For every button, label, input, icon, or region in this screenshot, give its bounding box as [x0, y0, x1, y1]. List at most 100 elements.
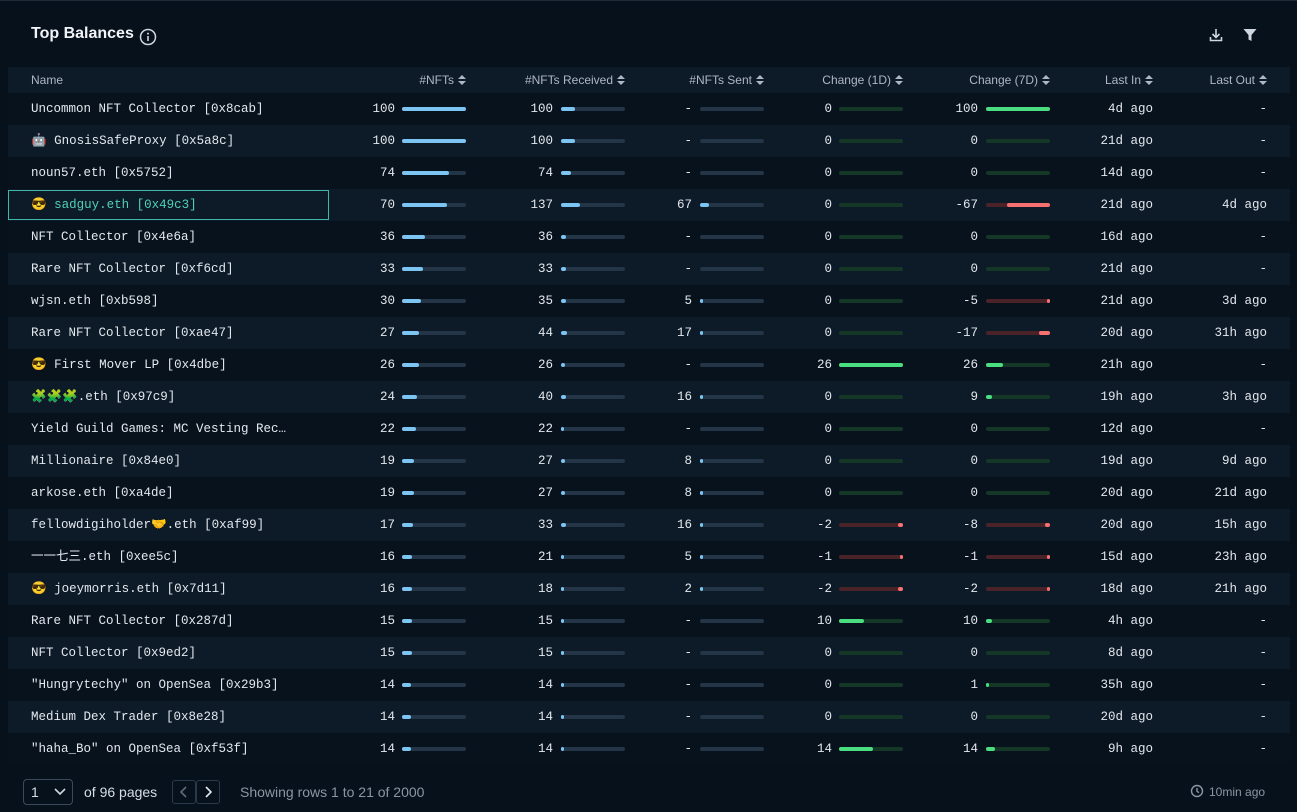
- bar: [402, 715, 411, 719]
- column-header[interactable]: Change (7D): [969, 73, 1038, 87]
- table-row[interactable]: [8, 189, 1290, 221]
- download-icon[interactable]: [1208, 27, 1224, 43]
- value-cell: 0: [970, 486, 978, 500]
- bar-track: [986, 523, 1050, 527]
- bar-track: [839, 715, 903, 719]
- value-cell: 14: [816, 742, 832, 756]
- bar-track: [700, 747, 764, 751]
- bar: [561, 683, 564, 687]
- value-cell: -: [684, 358, 692, 372]
- table-row[interactable]: [8, 157, 1290, 189]
- value-cell: 0: [824, 198, 832, 212]
- value-cell: 27: [537, 454, 553, 468]
- bar-track: [986, 363, 1050, 367]
- page-select[interactable]: 1: [23, 779, 73, 805]
- table-row[interactable]: [8, 541, 1290, 573]
- bar-track: [402, 555, 466, 559]
- table-row[interactable]: [8, 93, 1290, 125]
- bar: [402, 267, 424, 271]
- table-row[interactable]: [8, 413, 1290, 445]
- table-row[interactable]: [8, 125, 1290, 157]
- table-row[interactable]: [8, 605, 1290, 637]
- table-row[interactable]: [8, 317, 1290, 349]
- bar-track: [561, 203, 625, 207]
- bar-track: [402, 171, 466, 175]
- column-header[interactable]: Last In: [1104, 73, 1141, 87]
- bar-track: [986, 555, 1050, 559]
- value-cell: -: [1259, 710, 1267, 724]
- value-cell: 4d ago: [1221, 198, 1267, 212]
- next-page[interactable]: [196, 780, 220, 804]
- value-cell: 0: [824, 486, 832, 500]
- bar-track: [700, 715, 764, 719]
- column-header[interactable]: Name: [31, 73, 64, 87]
- value-cell: 27: [537, 486, 553, 500]
- bar: [402, 363, 419, 367]
- value-cell: 5: [684, 294, 692, 308]
- table-row[interactable]: [8, 349, 1290, 381]
- table-row[interactable]: [8, 221, 1290, 253]
- table-row[interactable]: [8, 669, 1290, 701]
- value-cell: 67: [676, 198, 692, 212]
- bar-track: [986, 107, 1050, 111]
- value-cell: -: [1259, 358, 1267, 372]
- value-cell: 21d ago: [1100, 294, 1153, 308]
- sort-icon[interactable]: [617, 74, 625, 86]
- value-cell: 12d ago: [1100, 422, 1153, 436]
- bar: [1047, 587, 1050, 591]
- table-row[interactable]: [8, 701, 1290, 733]
- column-header[interactable]: #NFTs Sent: [689, 73, 752, 87]
- column-header[interactable]: Last Out: [1209, 73, 1255, 87]
- column-header[interactable]: #NFTs: [419, 73, 454, 87]
- column-header[interactable]: Change (1D): [822, 73, 891, 87]
- selected-cell: [8, 190, 329, 220]
- value-cell: 137: [530, 198, 553, 212]
- bar-track: [561, 363, 625, 367]
- bar: [561, 459, 565, 463]
- refresh-icon[interactable]: [1190, 784, 1204, 798]
- value-cell: 9h ago: [1107, 742, 1153, 756]
- table-row[interactable]: [8, 477, 1290, 509]
- table-row[interactable]: [8, 637, 1290, 669]
- bar-track: [986, 235, 1050, 239]
- table-row[interactable]: [8, 509, 1290, 541]
- bar-track: [986, 587, 1050, 591]
- value-cell: 5: [684, 550, 692, 564]
- page-number: 1: [31, 784, 39, 800]
- table-row[interactable]: [8, 733, 1290, 765]
- info-icon[interactable]: [139, 28, 157, 46]
- value-cell: -: [684, 134, 692, 148]
- table-row[interactable]: [8, 573, 1290, 605]
- bar-track: [402, 459, 466, 463]
- bar-track: [561, 395, 625, 399]
- bar-track: [700, 299, 764, 303]
- sort-icon[interactable]: [458, 74, 466, 86]
- table-row[interactable]: [8, 285, 1290, 317]
- bar: [561, 715, 564, 719]
- bar: [402, 747, 411, 751]
- bar-track: [986, 459, 1050, 463]
- bar-track: [839, 523, 903, 527]
- bar: [986, 107, 1050, 111]
- value-cell: 0: [970, 710, 978, 724]
- value-cell: 33: [379, 262, 395, 276]
- sort-icon[interactable]: [895, 74, 903, 86]
- sort-icon[interactable]: [1259, 74, 1267, 86]
- bar: [561, 395, 567, 399]
- value-cell: 19d ago: [1100, 454, 1153, 468]
- value-cell: 21d ago: [1100, 262, 1153, 276]
- sort-icon[interactable]: [756, 74, 764, 86]
- filter-icon[interactable]: [1242, 27, 1258, 43]
- prev-page[interactable]: [172, 780, 196, 804]
- table-row[interactable]: [8, 445, 1290, 477]
- table-row[interactable]: [8, 381, 1290, 413]
- bar-track: [561, 427, 625, 431]
- bar: [561, 139, 575, 143]
- value-cell: 10: [816, 614, 832, 628]
- sort-icon[interactable]: [1042, 74, 1050, 86]
- value-cell: 14: [537, 742, 553, 756]
- column-header[interactable]: #NFTs Received: [524, 73, 613, 87]
- table-row[interactable]: [8, 253, 1290, 285]
- sort-icon[interactable]: [1145, 74, 1153, 86]
- value-cell: 35: [537, 294, 553, 308]
